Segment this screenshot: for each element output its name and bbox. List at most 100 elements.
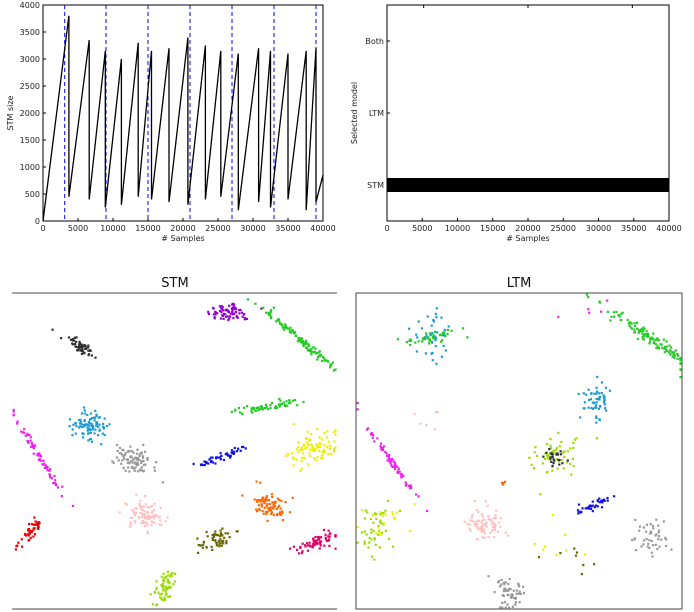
scatter-point [239,449,242,452]
scatter-point [431,332,434,335]
scatter-point [73,336,76,339]
scatter-point [462,327,465,330]
scatter-point [670,346,673,349]
scatter-point [102,426,105,429]
scatter-point [314,449,317,452]
scatter-point [380,446,383,449]
scatter-point [322,451,326,454]
x-tick-label: 40000 [310,224,335,233]
scatter-point [87,353,91,356]
scatter-point [240,311,244,314]
scatter-point [519,592,522,596]
scatter-point [322,448,325,451]
scatter-point [93,419,96,422]
scatter-point [413,412,416,415]
scatter-point [483,536,486,539]
scatter-point [30,442,33,445]
scatter-point [78,343,81,346]
y-axis-label: STM size [6,95,15,130]
scatter-point [129,523,132,526]
scatter-point [29,439,32,442]
scatter-point [518,590,521,593]
scatter-point [606,496,609,500]
scatter-point [81,346,84,349]
scatter-point [278,320,281,323]
scatter-point [580,511,583,514]
scatter-point [641,336,644,339]
scatter-point [495,509,498,512]
scatter-point [164,520,167,523]
scatter-point [139,505,142,508]
scatter-point [546,470,549,473]
scatter-point [161,481,164,484]
scatter-point [300,338,303,341]
scatter-point [633,537,636,540]
scatter-point [301,340,304,343]
scatter-point [565,461,569,464]
scatter-point [548,448,551,451]
scatter-point [75,425,78,428]
scatter-point [302,344,305,348]
scatter-point [314,536,317,539]
scatter-point [380,533,383,536]
scatter-point [279,403,282,406]
x-axis-label: # Samples [161,234,204,243]
scatter-point [356,408,359,411]
scatter-point [432,319,435,322]
scatter-point [134,456,137,459]
scatter-point [269,403,272,407]
scatter-point [324,538,328,541]
scatter-point [140,521,143,525]
scatter-point [667,351,670,354]
scatter-point [651,555,654,558]
scatter-point [664,346,667,349]
scatter-point [241,445,244,449]
scatter-point [219,309,222,312]
scatter-point [305,441,309,444]
scatter-point [544,545,547,548]
scatter-point [151,515,154,518]
scatter-point [566,450,569,453]
scatter-point [416,336,419,339]
scatter-point [264,500,267,503]
scatter-point [500,481,504,484]
scatter-point [310,433,313,436]
scatter-point [679,368,682,371]
scatter-point [197,544,200,547]
scatter-point [312,542,315,545]
scatter-point [327,440,331,443]
scatter-point [319,542,322,545]
scatter-point [95,415,98,418]
scatter-point [613,495,616,498]
scatter-point [596,375,599,378]
scatter-point [633,331,636,334]
scatter-point [319,442,322,445]
scatter-point [228,315,232,318]
scatter-point [610,315,613,318]
scatter-point [307,443,310,446]
scatter-point [420,327,424,330]
scatter-point [257,499,260,502]
scatter-point [318,350,321,353]
scatter-point [318,442,321,445]
scatter-point [34,533,37,536]
scatter-point [226,453,229,456]
scatter-point [142,460,145,463]
scatter-point [321,454,324,457]
scatter-point [522,585,525,588]
scatter-point [377,524,380,527]
scatter-point [313,539,316,542]
scatter-point [489,531,492,534]
scatter-point [647,542,650,545]
scatter-point [380,522,383,525]
scatter-point [216,312,219,315]
scatter-point [642,326,645,329]
scatter-point [154,513,157,516]
scatter-point [146,457,149,460]
scatter-point [652,527,655,530]
scatter-point [230,449,233,452]
scatter-point [649,523,652,526]
scatter-point [484,524,487,527]
scatter-point [551,464,554,467]
scatter-point [325,359,328,362]
